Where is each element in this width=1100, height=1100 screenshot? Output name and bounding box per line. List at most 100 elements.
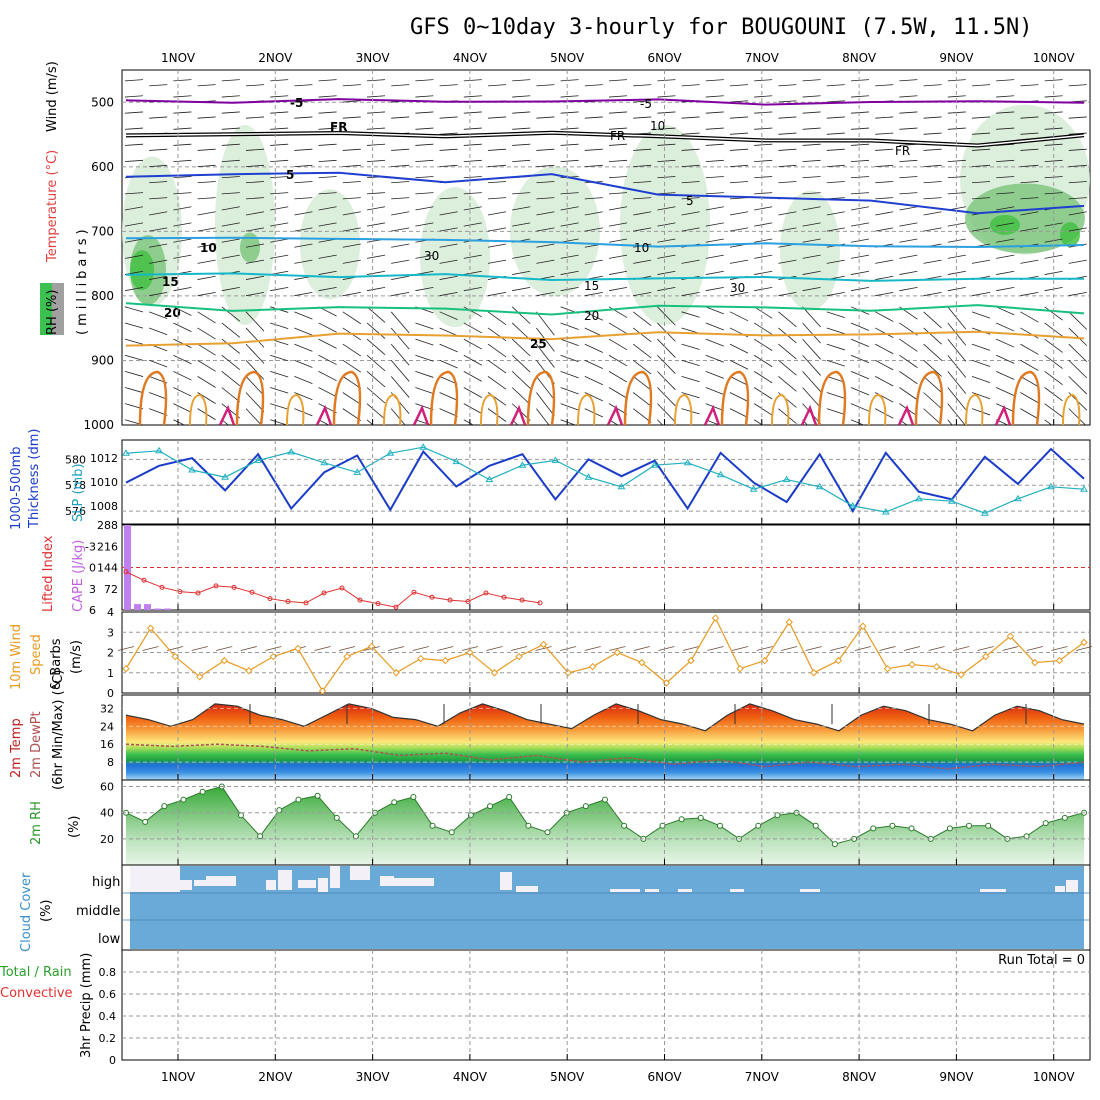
slp-line <box>125 446 1085 514</box>
wind-barb <box>415 79 434 82</box>
pressure-tick: 700 <box>91 224 114 238</box>
wind-barb <box>899 95 918 98</box>
wind-barb <box>294 375 313 385</box>
wind-barb <box>390 376 410 398</box>
wind-barb <box>391 259 410 264</box>
wind-barb <box>415 192 434 195</box>
wind-barb <box>536 181 555 184</box>
wind-barb <box>221 338 241 354</box>
li-marker <box>411 589 417 595</box>
wind-barb <box>391 116 410 119</box>
wind-barb <box>415 143 434 146</box>
wind-barb <box>584 292 603 297</box>
slp-marker <box>551 456 560 463</box>
wind-barb <box>899 371 918 385</box>
temperature-plot: 8 16 24 32 <box>100 702 1090 780</box>
wind-barb <box>318 270 337 275</box>
surface-barb <box>1026 646 1043 651</box>
wind-barb <box>826 100 845 103</box>
wind-barb <box>657 270 676 275</box>
wind-barb <box>221 287 240 292</box>
wind-barb <box>802 222 821 227</box>
wind-barb <box>511 354 531 373</box>
wind-barb <box>1020 424 1022 425</box>
wind-barb <box>826 259 845 264</box>
wind-barb <box>245 311 265 332</box>
wind-barb <box>318 206 337 211</box>
wind-barb <box>173 403 192 413</box>
li-marker <box>537 600 543 606</box>
wind-barb <box>899 206 918 211</box>
temperature-contours <box>125 98 1085 347</box>
wind-barb <box>754 111 773 114</box>
wind-barb <box>875 84 894 87</box>
wind-barb <box>487 84 507 87</box>
thickness-tick: 580 <box>65 453 86 466</box>
wind-barb <box>947 254 966 259</box>
rh-marker <box>467 812 474 819</box>
wind-barb <box>608 419 619 425</box>
wind-barb <box>778 227 797 232</box>
wind-barb <box>996 270 1015 275</box>
wind-barb <box>996 370 1015 380</box>
wind-barb <box>391 211 410 216</box>
wind-barb <box>729 343 749 354</box>
cloud-gap <box>206 876 236 886</box>
rh-marker <box>1042 820 1049 827</box>
wind-barb <box>778 84 797 87</box>
wind-barb <box>245 84 265 87</box>
wind-barb <box>366 354 386 372</box>
day-grid <box>177 695 1055 780</box>
wind-barb <box>705 354 724 363</box>
wind-barb <box>197 181 216 184</box>
wind-barb <box>608 371 628 383</box>
wind-marker <box>122 664 130 673</box>
wind-barb <box>1044 254 1063 259</box>
wind-barb <box>802 159 821 162</box>
surface-contour <box>383 393 402 425</box>
contour-label: FR <box>895 144 910 158</box>
wind-barb <box>149 392 168 400</box>
wind-barb <box>729 408 749 418</box>
wind-barb <box>536 343 555 368</box>
temp-tick: 24 <box>100 720 114 733</box>
li-marker <box>195 590 201 596</box>
slp-marker <box>848 502 857 509</box>
wind-barb <box>536 376 555 401</box>
wind-barb <box>536 311 555 336</box>
wind-barb <box>318 111 337 114</box>
rh-marker <box>985 822 992 829</box>
wind-barb <box>149 181 168 184</box>
surface-barb <box>903 646 921 651</box>
wind-barb <box>1020 164 1039 167</box>
wind-barb <box>415 222 434 227</box>
pressure-tick: 800 <box>91 289 114 303</box>
surface-contour <box>914 370 944 425</box>
rh-marker <box>697 814 704 821</box>
wind-barb <box>1068 197 1087 200</box>
wind-barb <box>1020 116 1039 119</box>
wind-barb <box>1020 227 1039 232</box>
date-label-top: 6NOV <box>647 51 682 65</box>
wind-barb <box>657 143 676 146</box>
wind-barb <box>754 222 773 227</box>
wind-barb <box>366 159 386 162</box>
wind-barb <box>221 192 240 195</box>
wind-marker <box>1080 638 1088 647</box>
wind-barb <box>681 211 700 216</box>
wind-barb <box>391 243 410 248</box>
wind-barb <box>826 148 845 151</box>
contour-label: 20 <box>584 309 599 323</box>
rh2m-unit: (%) <box>67 816 82 839</box>
wind-barb <box>875 343 894 355</box>
wind-barb <box>318 254 337 259</box>
rh-marker <box>716 822 723 829</box>
minmax-label: (6hr Min/Max) (°C) <box>51 670 66 790</box>
slp-marker <box>188 466 196 473</box>
pressure-tick: 600 <box>91 160 114 174</box>
cape-tick: 216 <box>97 540 118 553</box>
wind-barb <box>390 311 410 334</box>
wind-barb <box>245 164 265 167</box>
surface-contour-hot <box>412 404 430 425</box>
wind-barb <box>681 84 700 87</box>
